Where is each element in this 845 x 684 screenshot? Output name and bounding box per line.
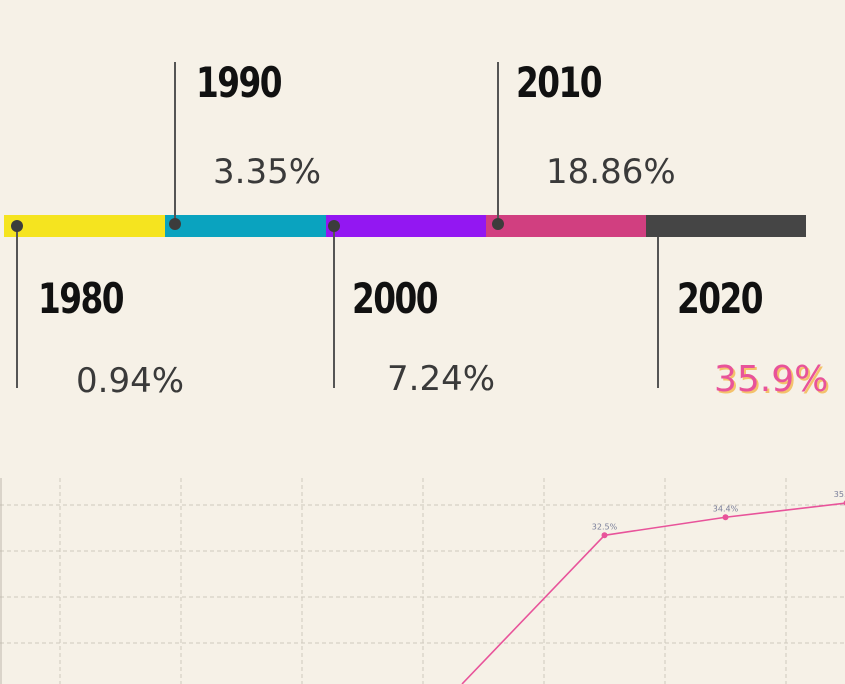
connector-1990 — [174, 62, 176, 224]
connector-2000 — [333, 226, 335, 388]
line-chart: 32.5% 34.4% 35.9% — [0, 478, 845, 684]
year-label-2010: 2010 — [516, 58, 603, 107]
year-label-2000: 2000 — [352, 274, 439, 323]
value-label-1980: 0.94% — [76, 361, 185, 401]
data-label: 35.9% — [834, 490, 845, 499]
year-label-1990: 1990 — [196, 58, 283, 107]
series-line-lead — [461, 534, 606, 684]
data-label: 34.4% — [713, 504, 739, 513]
marker-2000 — [328, 220, 340, 232]
timeline-segment-2010 — [486, 215, 646, 237]
year-label-1980: 1980 — [38, 274, 125, 323]
connector-1980 — [16, 226, 18, 388]
data-label: 32.5% — [592, 522, 618, 531]
timeline-segment-2000 — [326, 215, 486, 237]
connector-2010 — [497, 62, 499, 224]
timeline-segment-1980 — [4, 215, 165, 237]
timeline-segment-2020 — [646, 215, 806, 237]
chart-series: 32.5% 34.4% 35.9% — [461, 490, 845, 684]
year-label-2020: 2020 — [677, 274, 764, 323]
marker-1990 — [169, 218, 181, 230]
marker-1980 — [11, 220, 23, 232]
value-label-2000: 7.24% — [387, 359, 496, 399]
value-label-2010: 18.86% — [546, 152, 676, 192]
data-point — [601, 532, 608, 539]
timeline-segment-1990 — [165, 215, 326, 237]
chart-grid — [0, 478, 845, 684]
value-label-1990: 3.35% — [213, 152, 322, 192]
timeline: 1990 2010 1980 2000 2020 3.35% 18.86% 0.… — [4, 58, 829, 401]
marker-2010 — [492, 218, 504, 230]
connector-2020 — [657, 237, 659, 388]
value-label-2020: 35.9% — [714, 359, 829, 400]
data-point — [722, 514, 729, 521]
